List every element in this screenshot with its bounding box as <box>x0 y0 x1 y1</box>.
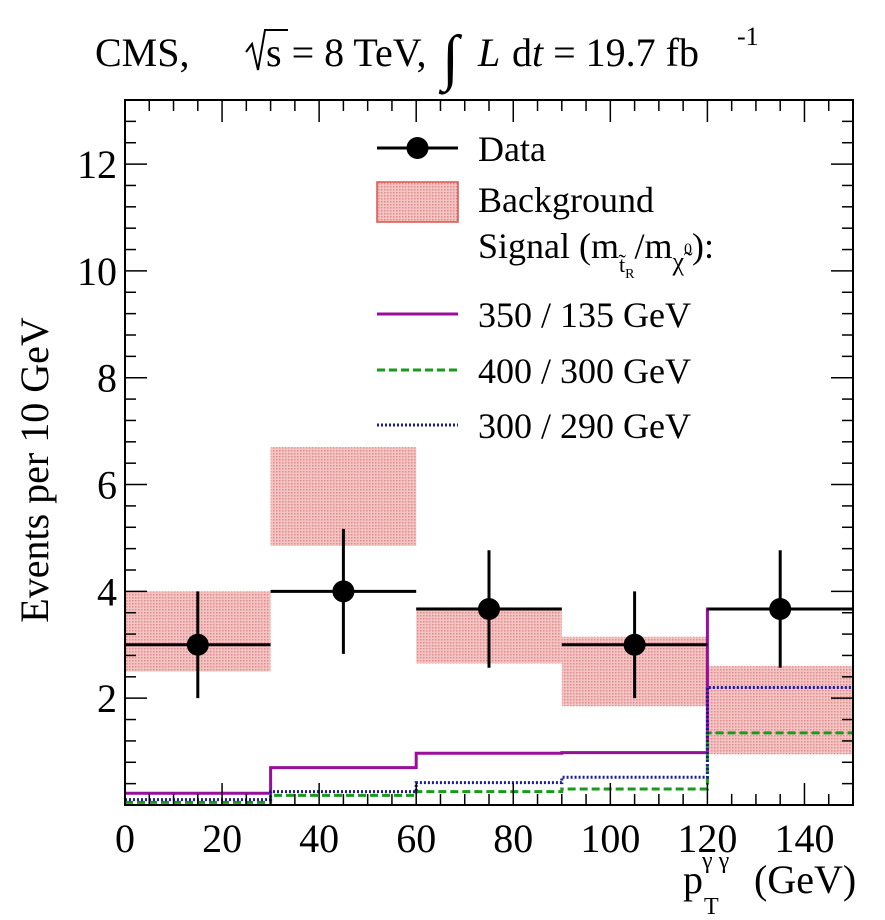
x-tick-label-3: 60 <box>396 816 436 861</box>
y-tick-label-2: 6 <box>97 463 117 508</box>
y-tick-label-3: 8 <box>97 356 117 401</box>
legend: Data Background Signal (mt̃R/mχ̃0): 350 / 1… <box>376 129 714 446</box>
legend-background-box <box>376 181 459 223</box>
legend-background-label: Background <box>478 180 654 220</box>
title-lumi-l: L <box>477 30 500 75</box>
data-point-0 <box>125 591 271 699</box>
x-axis-label: p γ γ T (GeV) <box>683 848 856 920</box>
y-tick-label-1: 4 <box>97 569 117 614</box>
signal-line-0 <box>125 607 853 795</box>
title-lumi-exponent: -1 <box>737 22 759 51</box>
axes: 0 20 40 60 80 100 120 140 2 4 6 8 10 12 <box>77 99 854 861</box>
x-tick-label-1: 20 <box>202 816 242 861</box>
integral-icon: ∫ <box>438 24 463 95</box>
data-layer <box>125 528 853 699</box>
data-point-2 <box>416 550 562 668</box>
background-band-4 <box>707 666 853 755</box>
y-tick-label-5: 12 <box>77 142 117 187</box>
legend-data-label: Data <box>478 129 546 169</box>
x-tick-label-5: 100 <box>580 816 640 861</box>
data-point-4 <box>707 550 853 668</box>
x-tick-label-7: 140 <box>774 816 834 861</box>
y-axis-label: Events per 10 GeV <box>12 317 57 623</box>
title-energy: s = 8 TeV, <box>266 30 427 75</box>
data-marker-0 <box>186 633 209 656</box>
title-experiment: CMS, <box>95 30 190 75</box>
data-marker-2 <box>478 597 500 620</box>
sqrt-icon <box>245 29 288 71</box>
chart-title: CMS, s = 8 TeV, ∫ L dt = 19.7 fb -1 <box>95 22 759 95</box>
data-point-1 <box>270 528 417 654</box>
x-axis-label-sub: T <box>704 894 719 920</box>
x-tick-label-2: 40 <box>299 816 339 861</box>
x-tick-label-4: 80 <box>493 816 533 861</box>
y-tick-label-0: 2 <box>97 676 117 721</box>
data-marker-4 <box>769 597 792 620</box>
legend-signal-header: Signal (mt̃R/mχ̃0): <box>478 226 714 282</box>
legend-signal-label-0: 350 / 135 GeV <box>478 295 691 335</box>
x-axis-label-p: p <box>683 857 703 902</box>
y-tick-label-4: 10 <box>77 249 117 294</box>
x-tick-label-6: 120 <box>677 816 737 861</box>
x-axis-label-unit: (GeV) <box>754 857 856 902</box>
data-marker-1 <box>332 580 355 603</box>
x-axis-label-sup: γ γ <box>701 848 730 874</box>
legend-data-marker <box>406 137 429 159</box>
legend-signal-label-2: 300 / 290 GeV <box>478 406 691 446</box>
data-point-3 <box>561 591 708 699</box>
title-lumi-rest: dt = 19.7 fb <box>512 30 699 75</box>
legend-signal-label-1: 400 / 300 GeV <box>478 351 691 391</box>
x-tick-label-0: 0 <box>115 816 135 861</box>
data-marker-3 <box>623 633 646 656</box>
